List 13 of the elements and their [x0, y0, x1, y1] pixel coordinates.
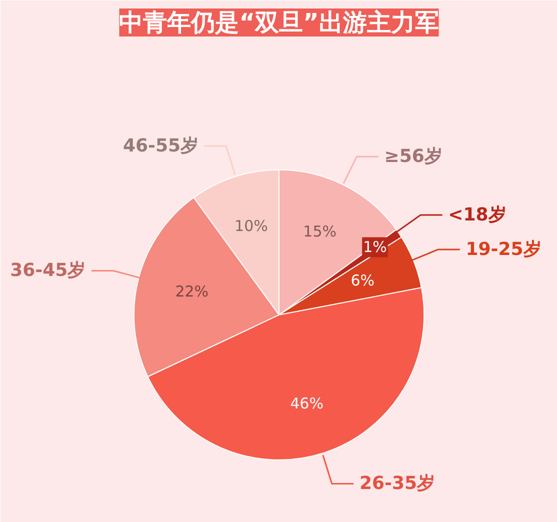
data-label: 6%: [350, 272, 375, 290]
data-label: 15%: [303, 222, 336, 241]
slice-label: ≥56岁: [384, 146, 442, 168]
slice-label: 26-35岁: [359, 473, 436, 494]
slice-label: 46-55岁: [122, 135, 199, 156]
chart-title: 中青年仍是“双旦”出游主力军: [119, 8, 439, 36]
data-label: 1%: [363, 238, 387, 256]
slice-label: <18岁: [448, 204, 506, 226]
data-label: 10%: [234, 217, 268, 236]
data-label: 22%: [175, 282, 209, 301]
slice-label: 19-25岁: [466, 238, 542, 260]
data-label: 46%: [290, 394, 324, 413]
slice-label: 36-45岁: [10, 260, 86, 282]
